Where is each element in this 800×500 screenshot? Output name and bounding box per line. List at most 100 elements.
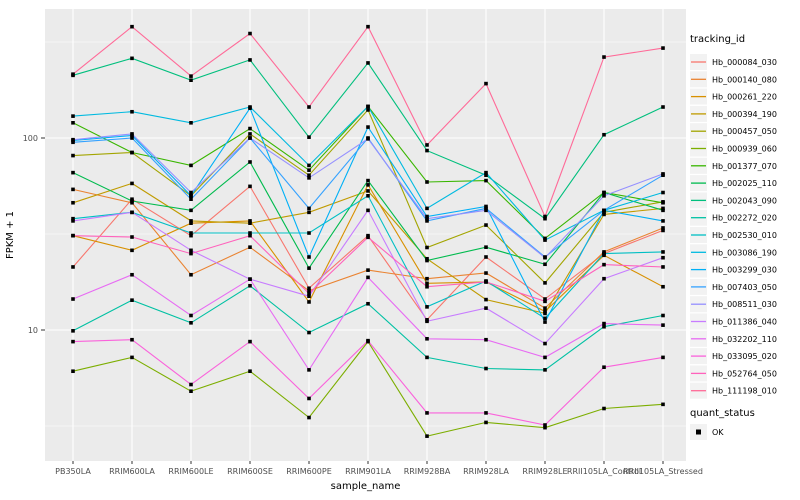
legend-item-Hb_002272_020[interactable]: Hb_002272_020 bbox=[690, 209, 777, 226]
data-point-marker bbox=[130, 109, 134, 114]
data-point-marker bbox=[307, 291, 311, 296]
data-point-marker bbox=[189, 120, 193, 125]
legend-label: Hb_111198_010 bbox=[712, 387, 777, 396]
data-point-marker bbox=[307, 176, 311, 180]
data-point-marker bbox=[248, 136, 252, 140]
data-point-marker bbox=[602, 132, 606, 137]
legend-item-Hb_002043_090[interactable]: Hb_002043_090 bbox=[690, 192, 777, 209]
data-point-marker bbox=[425, 305, 429, 309]
data-point-marker bbox=[543, 320, 547, 324]
legend-item-Hb_003086_190[interactable]: Hb_003086_190 bbox=[690, 244, 777, 261]
data-point-marker bbox=[307, 135, 311, 139]
legend-label: Hb_003086_190 bbox=[712, 248, 777, 257]
data-point-marker bbox=[307, 289, 311, 293]
data-point-marker bbox=[71, 114, 75, 118]
data-point-marker bbox=[484, 170, 488, 175]
legend-label: Hb_002043_090 bbox=[712, 196, 777, 205]
data-point-marker bbox=[189, 78, 193, 83]
data-point-marker bbox=[189, 74, 193, 78]
legend-item-Hb_002530_010[interactable]: Hb_002530_010 bbox=[690, 227, 777, 243]
data-point-marker bbox=[425, 206, 429, 211]
data-point-marker bbox=[484, 81, 488, 86]
legend-item-Hb_111198_010[interactable]: Hb_111198_010 bbox=[690, 382, 777, 399]
legend-item-Hb_000140_080[interactable]: Hb_000140_080 bbox=[690, 71, 777, 88]
legend-item-Hb_033095_020[interactable]: Hb_033095_020 bbox=[690, 348, 777, 365]
legend-label: Hb_001377_070 bbox=[712, 162, 777, 171]
data-point-marker bbox=[543, 306, 547, 310]
data-point-marker bbox=[307, 231, 311, 235]
legend-item-Hb_000261_220[interactable]: Hb_000261_220 bbox=[690, 88, 777, 105]
data-point-marker bbox=[543, 423, 547, 427]
data-point-marker bbox=[661, 355, 665, 360]
data-point-marker bbox=[130, 24, 134, 29]
data-point-marker bbox=[248, 126, 252, 131]
data-point-marker bbox=[71, 140, 75, 145]
data-point-marker bbox=[484, 178, 488, 183]
data-point-marker bbox=[543, 425, 547, 430]
data-point-marker bbox=[307, 266, 311, 270]
data-point-marker bbox=[661, 208, 665, 213]
data-point-marker bbox=[248, 31, 252, 36]
legend-item-Hb_011386_040[interactable]: Hb_011386_040 bbox=[690, 313, 777, 330]
data-point-marker bbox=[307, 300, 311, 304]
data-point-marker bbox=[130, 199, 134, 203]
legend-item-Hb_000394_190[interactable]: Hb_000394_190 bbox=[690, 105, 777, 122]
data-point-marker bbox=[307, 168, 311, 172]
data-point-marker bbox=[71, 120, 75, 125]
data-point-marker bbox=[189, 321, 193, 325]
legend-item-Hb_001377_070[interactable]: Hb_001377_070 bbox=[690, 157, 777, 174]
data-point-marker bbox=[425, 214, 429, 219]
legend-item-Hb_032202_110[interactable]: Hb_032202_110 bbox=[690, 330, 777, 347]
legend-item-Hb_003299_030[interactable]: Hb_003299_030 bbox=[690, 261, 777, 278]
x-tick-label: RRII105LA_Control bbox=[567, 467, 641, 476]
legend-label: Hb_002025_110 bbox=[712, 179, 777, 188]
x-axis-title: sample_name bbox=[331, 481, 401, 492]
data-point-marker bbox=[71, 233, 75, 238]
data-point-marker bbox=[248, 58, 252, 62]
y-tick-label: 10 bbox=[28, 326, 38, 335]
legend-item-Hb_008511_030[interactable]: Hb_008511_030 bbox=[690, 296, 777, 313]
data-point-marker bbox=[543, 216, 547, 221]
data-point-marker bbox=[130, 210, 134, 215]
x-tick-label: PB350LA bbox=[55, 467, 91, 476]
data-point-marker bbox=[189, 233, 193, 238]
legend-item-Hb_000457_050[interactable]: Hb_000457_050 bbox=[690, 123, 777, 140]
legend-label: Hb_002530_010 bbox=[712, 231, 777, 240]
data-point-marker bbox=[484, 366, 488, 371]
data-point-marker bbox=[425, 281, 429, 286]
legend-item-Hb_000939_060[interactable]: Hb_000939_060 bbox=[690, 140, 777, 157]
data-point-marker bbox=[71, 216, 75, 221]
x-tick-label: RRIM928BA bbox=[404, 467, 451, 476]
data-point-marker bbox=[189, 272, 193, 277]
data-point-marker bbox=[484, 306, 488, 310]
quant-legend-item-OK[interactable]: OK bbox=[690, 424, 724, 440]
legend-label: Hb_008511_030 bbox=[712, 300, 777, 309]
data-point-marker bbox=[71, 137, 75, 142]
legend-label: Hb_000261_220 bbox=[712, 93, 777, 102]
data-point-marker bbox=[130, 272, 134, 277]
data-point-marker bbox=[543, 238, 547, 242]
data-point-marker bbox=[484, 208, 488, 213]
legend-title-quant-status: quant_status bbox=[690, 408, 755, 419]
data-point-marker bbox=[543, 355, 547, 360]
legend-item-Hb_002025_110[interactable]: Hb_002025_110 bbox=[690, 175, 777, 192]
legend-item-Hb_052764_050[interactable]: Hb_052764_050 bbox=[690, 365, 777, 382]
legend-label: Hb_032202_110 bbox=[712, 335, 777, 344]
data-point-marker bbox=[366, 24, 370, 29]
data-point-marker bbox=[248, 277, 252, 281]
data-point-marker bbox=[425, 148, 429, 153]
legend-item-Hb_007403_050[interactable]: Hb_007403_050 bbox=[690, 278, 777, 295]
data-point-marker bbox=[307, 173, 311, 178]
data-point-marker bbox=[543, 311, 547, 316]
data-point-marker bbox=[189, 221, 193, 225]
data-point-marker bbox=[307, 294, 311, 298]
data-point-marker bbox=[189, 248, 193, 253]
data-point-marker bbox=[366, 125, 370, 129]
legend-item-Hb_000084_030[interactable]: Hb_000084_030 bbox=[690, 54, 777, 70]
data-point-marker bbox=[425, 245, 429, 250]
data-point-marker bbox=[484, 223, 488, 227]
data-point-marker bbox=[543, 281, 547, 285]
data-point-marker bbox=[661, 402, 665, 407]
data-point-marker bbox=[307, 105, 311, 109]
data-point-marker bbox=[130, 150, 134, 155]
